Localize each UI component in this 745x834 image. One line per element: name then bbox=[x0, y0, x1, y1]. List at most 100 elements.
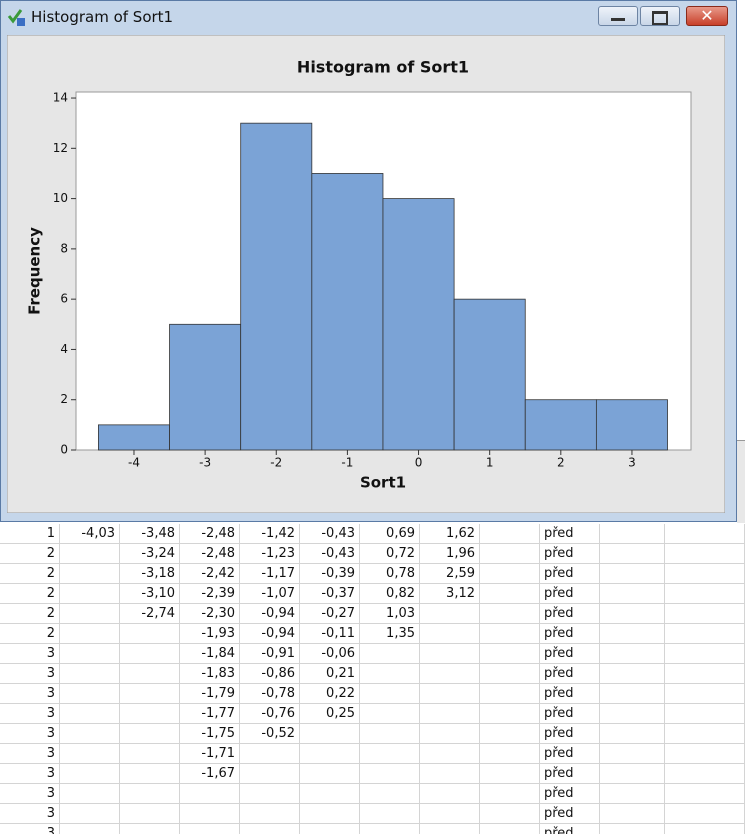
cell[interactable]: -2,48 bbox=[180, 544, 240, 564]
cell[interactable] bbox=[240, 764, 300, 784]
cell[interactable] bbox=[360, 744, 420, 764]
cell[interactable] bbox=[420, 764, 480, 784]
cell[interactable] bbox=[180, 784, 240, 804]
cell[interactable] bbox=[60, 684, 120, 704]
cell[interactable] bbox=[240, 804, 300, 824]
cell[interactable]: -3,10 bbox=[120, 584, 180, 604]
cell[interactable]: 3 bbox=[0, 684, 60, 704]
cell[interactable] bbox=[300, 824, 360, 834]
cell[interactable]: -0,94 bbox=[240, 604, 300, 624]
cell[interactable] bbox=[600, 744, 665, 764]
close-button[interactable]: ✕ bbox=[686, 6, 728, 26]
cell[interactable] bbox=[420, 604, 480, 624]
cell[interactable] bbox=[60, 664, 120, 684]
cell[interactable]: -0,27 bbox=[300, 604, 360, 624]
cell[interactable]: -1,71 bbox=[180, 744, 240, 764]
cell[interactable]: 3 bbox=[0, 724, 60, 744]
cell[interactable] bbox=[60, 744, 120, 764]
cell[interactable]: -2,42 bbox=[180, 564, 240, 584]
cell[interactable] bbox=[480, 524, 540, 544]
cell[interactable] bbox=[665, 704, 745, 724]
cell[interactable] bbox=[300, 724, 360, 744]
cell[interactable]: 0,82 bbox=[360, 584, 420, 604]
cell[interactable] bbox=[600, 544, 665, 564]
cell[interactable] bbox=[480, 684, 540, 704]
cell[interactable] bbox=[120, 744, 180, 764]
cell[interactable]: 2 bbox=[0, 604, 60, 624]
cell[interactable]: -1,75 bbox=[180, 724, 240, 744]
cell[interactable] bbox=[665, 744, 745, 764]
cell[interactable] bbox=[120, 824, 180, 834]
cell[interactable]: 2 bbox=[0, 544, 60, 564]
cell[interactable] bbox=[600, 584, 665, 604]
cell[interactable] bbox=[600, 804, 665, 824]
cell[interactable] bbox=[665, 684, 745, 704]
cell[interactable] bbox=[420, 704, 480, 724]
cell[interactable] bbox=[120, 644, 180, 664]
cell[interactable] bbox=[665, 524, 745, 544]
cell[interactable] bbox=[60, 724, 120, 744]
cell[interactable] bbox=[665, 644, 745, 664]
cell[interactable] bbox=[60, 644, 120, 664]
cell[interactable] bbox=[120, 724, 180, 744]
cell[interactable] bbox=[60, 584, 120, 604]
cell[interactable]: -1,07 bbox=[240, 584, 300, 604]
cell[interactable]: -3,18 bbox=[120, 564, 180, 584]
cell[interactable]: 0,78 bbox=[360, 564, 420, 584]
cell[interactable]: -1,93 bbox=[180, 624, 240, 644]
cell[interactable] bbox=[600, 824, 665, 834]
cell[interactable] bbox=[600, 784, 665, 804]
cell[interactable]: -2,74 bbox=[120, 604, 180, 624]
cell[interactable]: 3 bbox=[0, 824, 60, 834]
cell[interactable]: 3 bbox=[0, 784, 60, 804]
cell[interactable] bbox=[480, 724, 540, 744]
cell[interactable] bbox=[420, 784, 480, 804]
cell[interactable] bbox=[480, 704, 540, 724]
cell[interactable] bbox=[360, 644, 420, 664]
cell[interactable]: před bbox=[540, 744, 600, 764]
cell[interactable] bbox=[420, 624, 480, 644]
cell[interactable] bbox=[60, 544, 120, 564]
cell[interactable]: před bbox=[540, 584, 600, 604]
cell[interactable]: 2 bbox=[0, 564, 60, 584]
cell[interactable] bbox=[60, 604, 120, 624]
cell[interactable]: před bbox=[540, 524, 600, 544]
cell[interactable] bbox=[120, 704, 180, 724]
cell[interactable]: před bbox=[540, 644, 600, 664]
cell[interactable]: -2,30 bbox=[180, 604, 240, 624]
cell[interactable] bbox=[600, 624, 665, 644]
cell[interactable]: -0,11 bbox=[300, 624, 360, 644]
cell[interactable] bbox=[420, 824, 480, 834]
cell[interactable]: před bbox=[540, 604, 600, 624]
cell[interactable] bbox=[60, 824, 120, 834]
cell[interactable] bbox=[300, 744, 360, 764]
cell[interactable] bbox=[60, 564, 120, 584]
cell[interactable]: před bbox=[540, 544, 600, 564]
cell[interactable]: 3 bbox=[0, 744, 60, 764]
cell[interactable] bbox=[480, 764, 540, 784]
cell[interactable] bbox=[240, 744, 300, 764]
cell[interactable] bbox=[665, 804, 745, 824]
cell[interactable] bbox=[480, 564, 540, 584]
cell[interactable] bbox=[665, 764, 745, 784]
cell[interactable] bbox=[240, 784, 300, 804]
cell[interactable] bbox=[300, 764, 360, 784]
cell[interactable]: 1,03 bbox=[360, 604, 420, 624]
cell[interactable] bbox=[360, 784, 420, 804]
cell[interactable] bbox=[480, 644, 540, 664]
cell[interactable]: -1,77 bbox=[180, 704, 240, 724]
cell[interactable] bbox=[665, 664, 745, 684]
cell[interactable]: před bbox=[540, 724, 600, 744]
cell[interactable] bbox=[120, 804, 180, 824]
cell[interactable] bbox=[180, 804, 240, 824]
cell[interactable]: 2 bbox=[0, 624, 60, 644]
cell[interactable]: před bbox=[540, 764, 600, 784]
cell[interactable] bbox=[60, 784, 120, 804]
cell[interactable] bbox=[360, 704, 420, 724]
cell[interactable] bbox=[480, 584, 540, 604]
cell[interactable]: -0,06 bbox=[300, 644, 360, 664]
cell[interactable] bbox=[480, 744, 540, 764]
cell[interactable]: 1,62 bbox=[420, 524, 480, 544]
cell[interactable] bbox=[480, 664, 540, 684]
cell[interactable]: -0,86 bbox=[240, 664, 300, 684]
